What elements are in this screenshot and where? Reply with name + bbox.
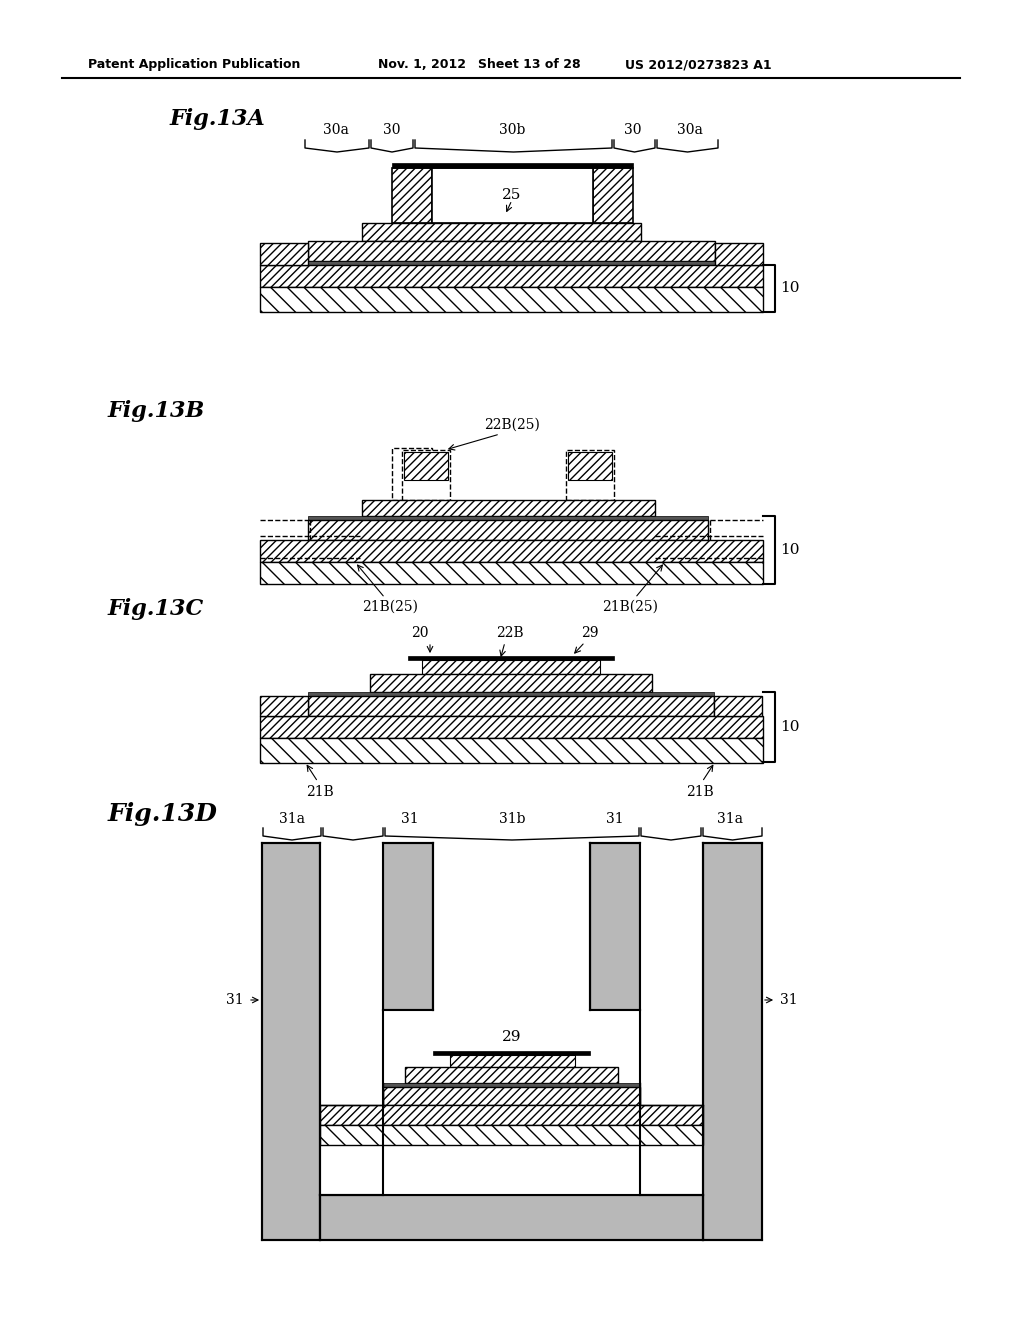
Text: Fig.13A: Fig.13A: [170, 108, 266, 129]
Bar: [714, 696, 762, 715]
Bar: [392, 447, 432, 500]
Bar: [370, 675, 652, 692]
Bar: [319, 1105, 703, 1125]
Text: 29: 29: [502, 1030, 522, 1044]
Text: 22B(25): 22B(25): [484, 418, 540, 432]
Text: 31: 31: [401, 812, 419, 826]
Bar: [308, 520, 708, 540]
Bar: [402, 450, 450, 500]
Text: 29: 29: [582, 626, 599, 640]
Bar: [260, 696, 308, 715]
Bar: [308, 261, 715, 265]
Bar: [262, 843, 319, 1239]
Bar: [260, 265, 763, 286]
Text: 20: 20: [412, 626, 429, 640]
Text: 21B: 21B: [306, 785, 334, 799]
Bar: [450, 1055, 575, 1067]
Bar: [308, 692, 714, 696]
Bar: [362, 223, 641, 242]
Bar: [392, 168, 432, 223]
Text: Patent Application Publication: Patent Application Publication: [88, 58, 300, 71]
Text: 30: 30: [383, 123, 400, 137]
Text: 31: 31: [226, 993, 244, 1007]
Bar: [422, 660, 600, 675]
Text: Fig.13D: Fig.13D: [108, 803, 218, 826]
Text: 31a: 31a: [717, 812, 743, 826]
Text: 31: 31: [606, 812, 624, 826]
Bar: [319, 1195, 703, 1239]
Text: 30a: 30a: [677, 123, 702, 137]
Bar: [260, 243, 308, 265]
Bar: [319, 1125, 703, 1144]
Text: 30: 30: [625, 123, 642, 137]
Text: Fig.13C: Fig.13C: [108, 598, 204, 620]
Bar: [308, 516, 708, 520]
Bar: [383, 1082, 640, 1086]
Bar: [568, 451, 612, 480]
Text: 30a: 30a: [323, 123, 349, 137]
Text: 21B(25): 21B(25): [362, 601, 418, 614]
Bar: [433, 1051, 590, 1055]
Text: 25: 25: [503, 187, 521, 202]
Text: Fig.13B: Fig.13B: [108, 400, 205, 422]
Bar: [260, 738, 763, 763]
Bar: [593, 168, 633, 223]
Bar: [260, 286, 763, 312]
Text: 10: 10: [780, 719, 800, 734]
Bar: [590, 843, 640, 1010]
Bar: [260, 540, 763, 562]
Bar: [308, 696, 714, 715]
Bar: [319, 843, 383, 1195]
Text: 31: 31: [780, 993, 798, 1007]
Bar: [703, 843, 762, 1239]
Bar: [260, 715, 763, 738]
Bar: [308, 242, 715, 261]
Bar: [404, 451, 449, 480]
Bar: [715, 243, 763, 265]
Text: 21B: 21B: [686, 785, 714, 799]
Bar: [362, 500, 655, 516]
Text: 22B: 22B: [497, 626, 524, 640]
Text: Sheet 13 of 28: Sheet 13 of 28: [478, 58, 581, 71]
Text: 30b: 30b: [499, 123, 525, 137]
Bar: [408, 656, 614, 660]
Bar: [383, 1010, 640, 1195]
Bar: [433, 843, 590, 1010]
Text: 31b: 31b: [499, 812, 525, 826]
Text: 21B(25): 21B(25): [602, 601, 658, 614]
Bar: [392, 162, 633, 168]
Text: 10: 10: [780, 543, 800, 557]
Bar: [383, 843, 433, 1010]
Bar: [432, 168, 593, 223]
Bar: [383, 1086, 640, 1105]
Text: Nov. 1, 2012: Nov. 1, 2012: [378, 58, 466, 71]
Bar: [566, 450, 614, 500]
Bar: [406, 1067, 618, 1082]
Bar: [640, 843, 703, 1195]
Text: 10: 10: [780, 281, 800, 294]
Text: US 2012/0273823 A1: US 2012/0273823 A1: [625, 58, 772, 71]
Text: 31a: 31a: [279, 812, 305, 826]
Bar: [260, 562, 763, 583]
